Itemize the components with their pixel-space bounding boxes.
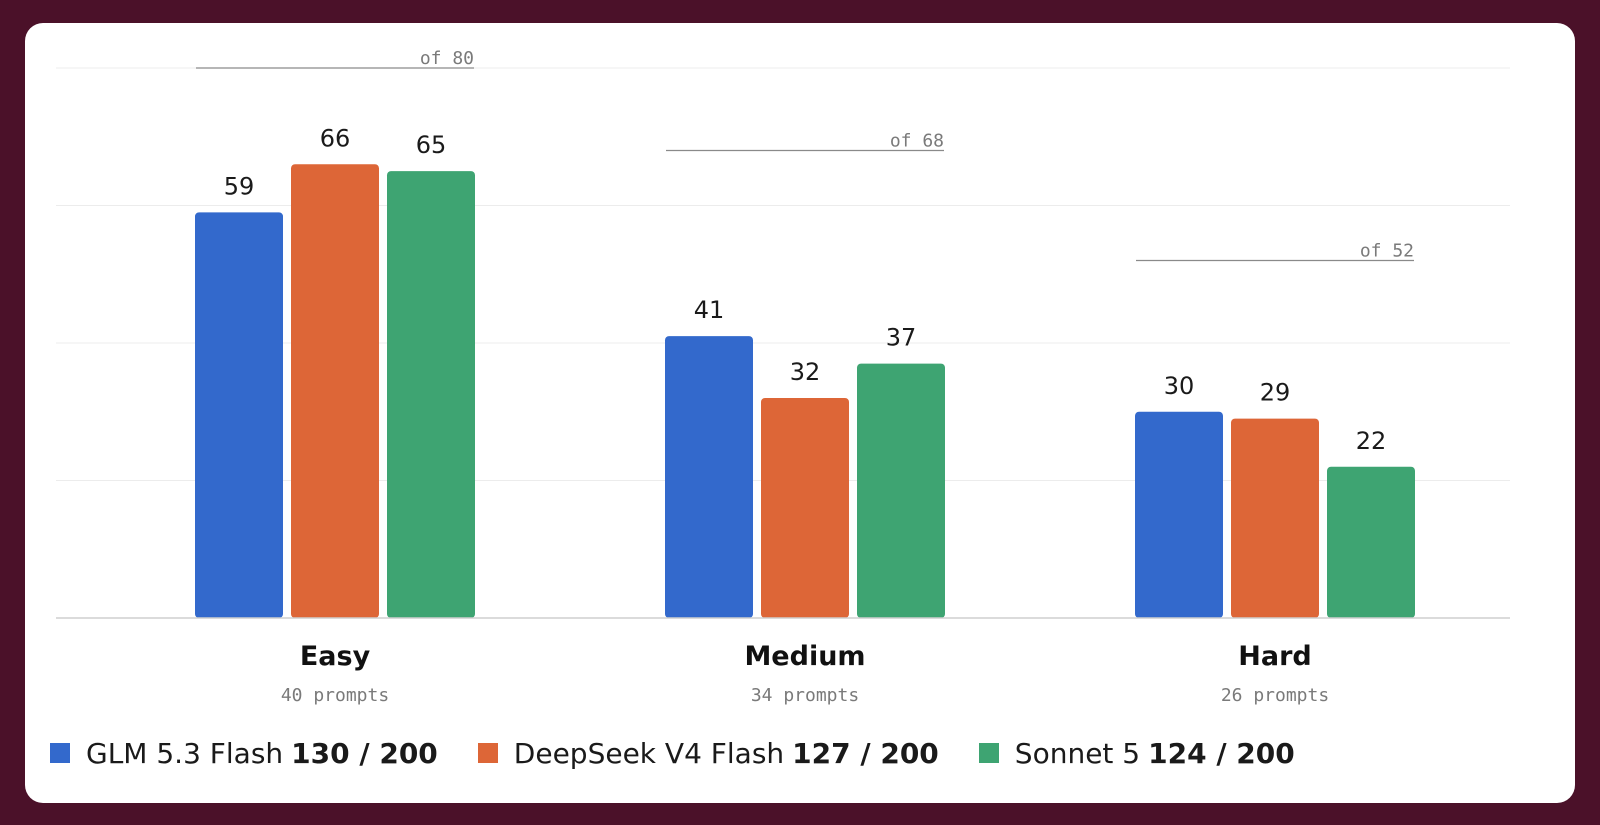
category-label-medium: Medium [744, 641, 865, 672]
max-label-medium: of 68 [890, 131, 944, 152]
legend-swatch-sonnet [978, 743, 999, 763]
chart-legend: GLM 5.3 Flash 130 / 200 DeepSeek V4 Flas… [50, 733, 1335, 773]
bar-medium-deepseek-v4-flash [761, 398, 849, 618]
bar-hard-sonnet-5 [1327, 466, 1415, 618]
category-subtitle-hard: 26 prompts [1221, 685, 1329, 706]
legend-item-sonnet: Sonnet 5 124 / 200 [978, 736, 1295, 770]
legend-swatch-glm [50, 743, 70, 763]
legend-score-deepseek: 127 / 200 [792, 736, 939, 770]
max-label-hard: of 52 [1360, 241, 1414, 262]
bar-chart: of 80 59 66 65 Easy 40 prompts of 68 41 32 37 Medi… [56, 48, 1510, 706]
category-label-easy: Easy [300, 641, 371, 672]
bar-value-hard-glm-5-3-flash: 30 [1164, 372, 1195, 400]
bar-value-medium-deepseek-v4-flash: 32 [790, 358, 821, 386]
legend-score-sonnet: 124 / 200 [1148, 736, 1295, 770]
bar-easy-glm-5-3-flash [195, 212, 283, 618]
bar-value-easy-glm-5-3-flash: 59 [224, 172, 255, 200]
legend-score-glm: 130 / 200 [291, 736, 438, 770]
bar-easy-sonnet-5 [387, 171, 475, 618]
bar-hard-glm-5-3-flash [1135, 411, 1223, 618]
bar-value-hard-deepseek-v4-flash: 29 [1260, 379, 1291, 407]
bar-value-easy-deepseek-v4-flash: 66 [320, 124, 351, 152]
bar-value-hard-sonnet-5: 22 [1356, 427, 1387, 455]
legend-item-deepseek: DeepSeek V4 Flash 127 / 200 [477, 736, 939, 770]
bar-medium-sonnet-5 [857, 363, 945, 618]
bar-hard-deepseek-v4-flash [1231, 418, 1319, 618]
category-label-hard: Hard [1238, 641, 1311, 672]
legend-swatch-deepseek [477, 743, 498, 763]
bar-value-medium-glm-5-3-flash: 41 [694, 296, 725, 324]
legend-name-glm: GLM 5.3 Flash [86, 736, 284, 770]
category-subtitle-medium: 34 prompts [751, 685, 859, 706]
bar-value-medium-sonnet-5: 37 [886, 324, 917, 352]
legend-item-glm: GLM 5.3 Flash 130 / 200 [50, 737, 438, 770]
bar-easy-deepseek-v4-flash [291, 164, 379, 618]
chart-card: of 80 59 66 65 Easy 40 prompts of 68 41 32 37 Medi… [25, 23, 1575, 803]
legend-name-deepseek: DeepSeek V4 Flash [513, 736, 785, 770]
bar-value-easy-sonnet-5: 65 [416, 131, 447, 159]
max-label-easy: of 80 [420, 48, 474, 69]
category-subtitle-easy: 40 prompts [281, 685, 389, 706]
bar-medium-glm-5-3-flash [665, 336, 753, 618]
legend-name-sonnet: Sonnet 5 [1014, 736, 1141, 770]
